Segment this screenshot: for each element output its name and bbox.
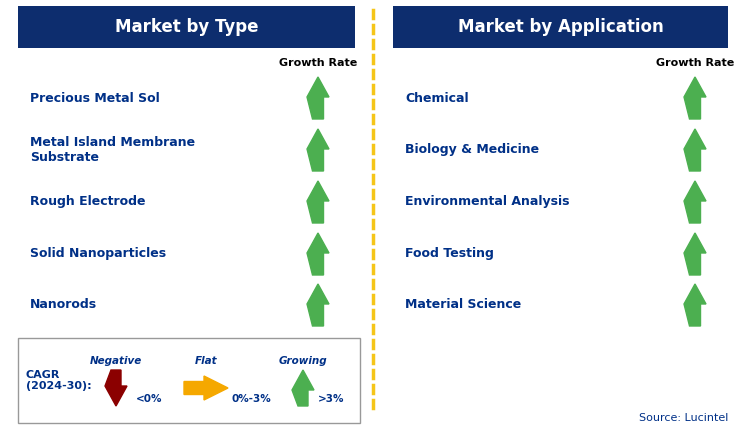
Text: <0%: <0% (136, 394, 163, 404)
Text: Flat: Flat (195, 356, 217, 366)
Polygon shape (307, 181, 329, 223)
Text: Chemical: Chemical (405, 92, 468, 105)
Text: Growing: Growing (279, 356, 327, 366)
Text: 0%-3%: 0%-3% (231, 394, 271, 404)
Polygon shape (307, 233, 329, 275)
Text: Negative: Negative (90, 356, 142, 366)
Text: Source: Lucintel: Source: Lucintel (639, 413, 728, 423)
Text: Material Science: Material Science (405, 299, 521, 311)
Text: Biology & Medicine: Biology & Medicine (405, 144, 539, 156)
Polygon shape (307, 77, 329, 119)
Text: Growth Rate: Growth Rate (279, 58, 357, 68)
Polygon shape (684, 284, 706, 326)
Text: Growth Rate: Growth Rate (656, 58, 734, 68)
Polygon shape (684, 77, 706, 119)
Text: Market by Type: Market by Type (115, 18, 258, 36)
Polygon shape (307, 129, 329, 171)
Polygon shape (684, 233, 706, 275)
Polygon shape (105, 370, 127, 406)
Text: Environmental Analysis: Environmental Analysis (405, 195, 569, 208)
Polygon shape (684, 129, 706, 171)
Bar (393, 6, 728, 48)
Polygon shape (292, 370, 314, 406)
Text: CAGR
(2024-30):: CAGR (2024-30): (26, 370, 92, 391)
Text: Rough Electrode: Rough Electrode (30, 195, 145, 208)
Text: Food Testing: Food Testing (405, 247, 494, 261)
Bar (18, 338, 360, 423)
Polygon shape (684, 181, 706, 223)
Polygon shape (184, 376, 228, 400)
Polygon shape (307, 284, 329, 326)
Text: Precious Metal Sol: Precious Metal Sol (30, 92, 160, 105)
Text: Nanorods: Nanorods (30, 299, 97, 311)
Text: Solid Nanoparticles: Solid Nanoparticles (30, 247, 166, 261)
Text: >3%: >3% (318, 394, 345, 404)
Text: Market by Application: Market by Application (457, 18, 663, 36)
Text: Metal Island Membrane
Substrate: Metal Island Membrane Substrate (30, 136, 195, 164)
Bar (18, 6, 355, 48)
